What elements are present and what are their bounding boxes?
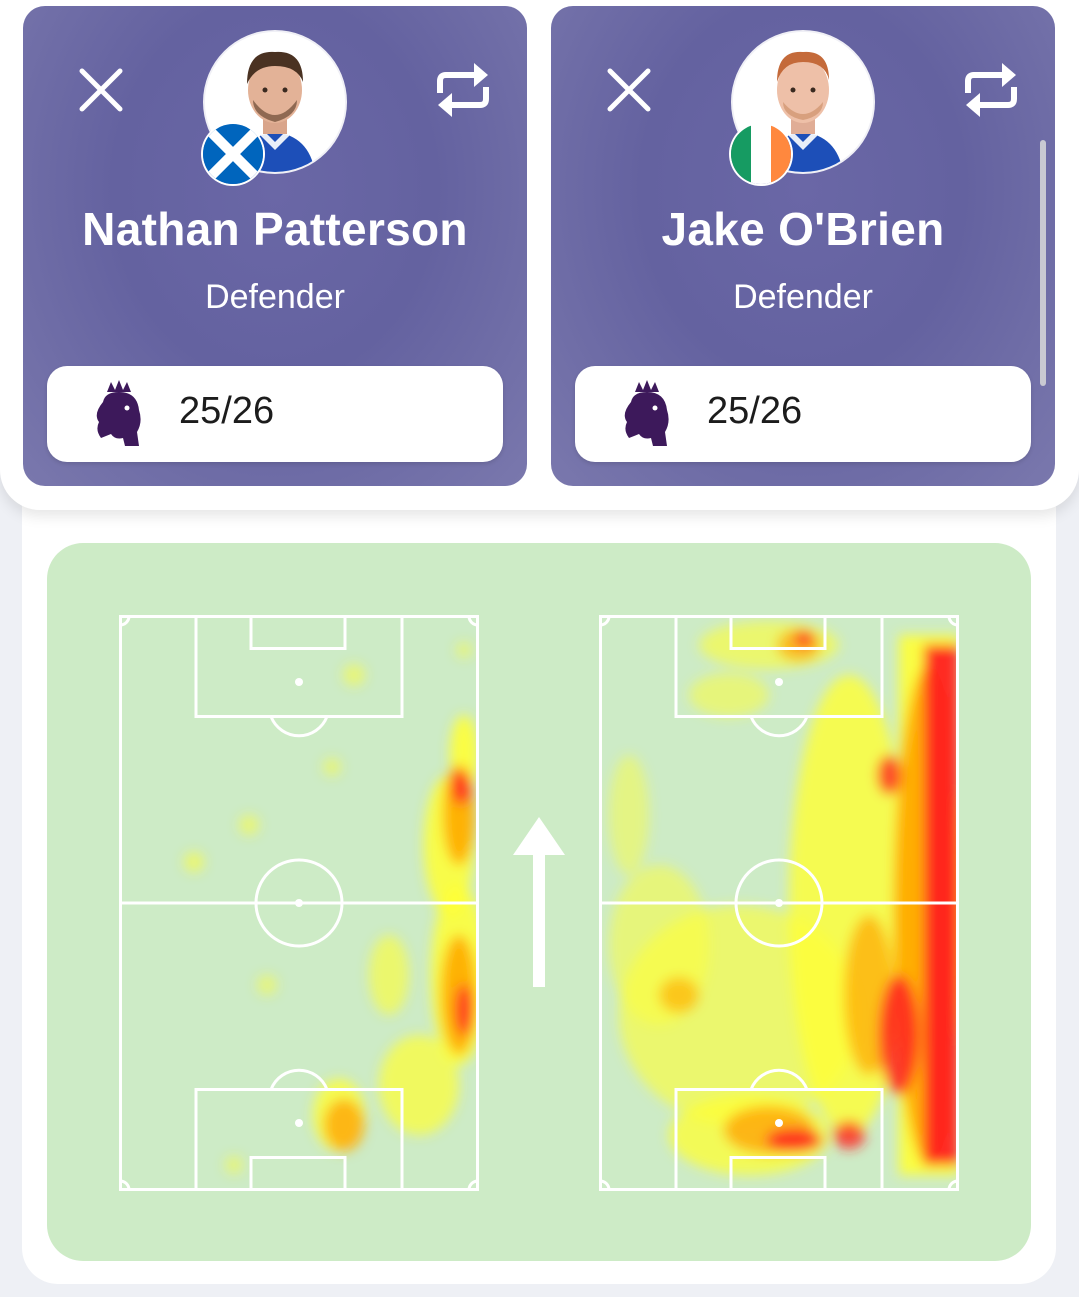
season-selector[interactable]: 25/26 xyxy=(575,366,1031,462)
season-selector[interactable]: 25/26 xyxy=(47,366,503,462)
player-position: Defender xyxy=(733,278,873,316)
heatmap-pitch-left xyxy=(119,615,479,1191)
scrollbar[interactable] xyxy=(1040,140,1046,386)
heatmap-pitch-right xyxy=(599,615,959,1191)
attack-direction-arrow-icon xyxy=(513,817,565,987)
premier-league-lion-icon xyxy=(624,380,669,446)
heatmap-panel xyxy=(47,543,1031,1261)
premier-league-lion-icon xyxy=(96,380,141,446)
player-card-right: Jake O'Brien Defender 25/26 xyxy=(551,6,1055,486)
swap-icon xyxy=(965,63,1017,117)
swap-icon xyxy=(437,63,489,117)
player-name: Jake O'Brien xyxy=(661,203,945,255)
player-position: Defender xyxy=(205,278,345,316)
swap-player-button[interactable] xyxy=(957,56,1025,124)
nationality-flag xyxy=(731,124,791,184)
close-icon xyxy=(607,68,651,112)
season-label: 25/26 xyxy=(707,390,803,432)
player-card-left: Nathan Patterson Defender 25/26 xyxy=(23,6,527,486)
remove-player-button[interactable] xyxy=(67,56,135,124)
remove-player-button[interactable] xyxy=(595,56,663,124)
swap-player-button[interactable] xyxy=(429,56,497,124)
player-avatar xyxy=(733,32,873,172)
close-icon xyxy=(79,68,123,112)
season-label: 25/26 xyxy=(179,390,275,432)
nationality-flag xyxy=(203,124,263,184)
player-name: Nathan Patterson xyxy=(82,203,468,255)
